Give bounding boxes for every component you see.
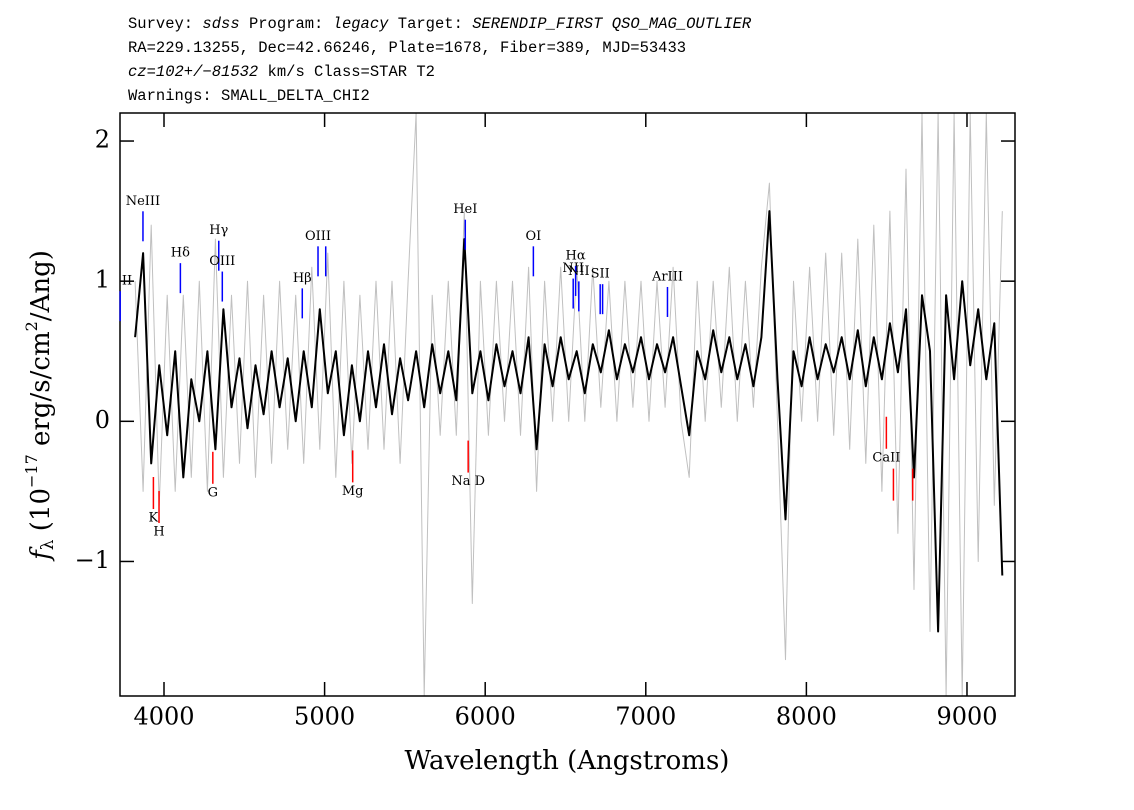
line-label: ArIII (651, 269, 683, 284)
header-text: cz=102+/−81532 (128, 63, 258, 81)
x-tick-label: 9000 (936, 703, 997, 731)
line-label: SII (591, 267, 610, 282)
header-text: SERENDIP_FIRST QSO_MAG_OUTLIER (472, 15, 752, 33)
x-tick-label: 5000 (294, 703, 355, 731)
header-text: RA=229.13255, Dec=42.66246, Plate=1678, … (128, 39, 686, 57)
line-label: Na D (451, 474, 485, 489)
y-tick-label: −1 (75, 546, 110, 574)
line-label: OI (525, 229, 541, 244)
line-label: NII (568, 264, 590, 279)
plot-area (134, 113, 1004, 696)
header-line: Survey: sdss Program: legacy Target: SER… (128, 15, 752, 33)
x-tick-label: 7000 (615, 703, 676, 731)
y-tick-label: 1 (95, 266, 110, 294)
line-label: HeI (453, 202, 477, 217)
header-text: km/s Class=STAR T2 (258, 63, 435, 81)
header-text: sdss (202, 15, 239, 33)
y-title-part: 2 (22, 321, 41, 331)
line-label: OIII (305, 229, 331, 244)
header-line: RA=229.13255, Dec=42.66246, Plate=1678, … (128, 39, 686, 57)
y-title-part: (10 (26, 488, 56, 540)
line-label: Hγ (209, 223, 228, 238)
header-line: cz=102+/−81532 km/s Class=STAR T2 (128, 63, 435, 81)
line-label: CaII (872, 450, 900, 465)
line-label: NII (562, 261, 584, 276)
y-axis-title: fλ (10−17 erg/s/cm2/Ang) (22, 250, 58, 562)
y-tick-label: 0 (95, 406, 110, 434)
line-label: Mg (342, 484, 364, 499)
line-label: Hα (566, 248, 586, 263)
header-line: Warnings: SMALL_DELTA_CHI2 (128, 87, 370, 105)
line-label: OIII (209, 254, 235, 269)
y-title-part: −17 (22, 454, 41, 488)
line-label: II (122, 274, 132, 289)
header-text: Program: (240, 15, 333, 33)
x-tick-label: 8000 (776, 703, 837, 731)
header-text: legacy (333, 15, 390, 33)
line-label: H (153, 525, 164, 540)
x-tick-label: 4000 (133, 703, 194, 731)
line-label: K (149, 511, 159, 526)
header-text: Warnings: SMALL_DELTA_CHI2 (128, 87, 370, 105)
line-label: G (208, 485, 218, 500)
spectrum-line (134, 210, 1004, 633)
line-label: Hβ (293, 271, 312, 286)
header-text: Target: (388, 15, 472, 33)
spectrum-line (134, 113, 1003, 696)
header-text: Survey: (128, 15, 202, 33)
line-label: NeIII (126, 194, 160, 209)
y-title-part: /Ang) (26, 250, 56, 321)
line-label: Hδ (171, 246, 190, 261)
y-title-part: λ (38, 539, 58, 550)
y-tick-label: 2 (95, 126, 110, 154)
plot-frame (119, 112, 1016, 697)
x-tick-label: 6000 (455, 703, 516, 731)
x-axis-title: Wavelength (Angstroms) (405, 746, 730, 776)
y-title-part: erg/s/cm (26, 331, 56, 454)
